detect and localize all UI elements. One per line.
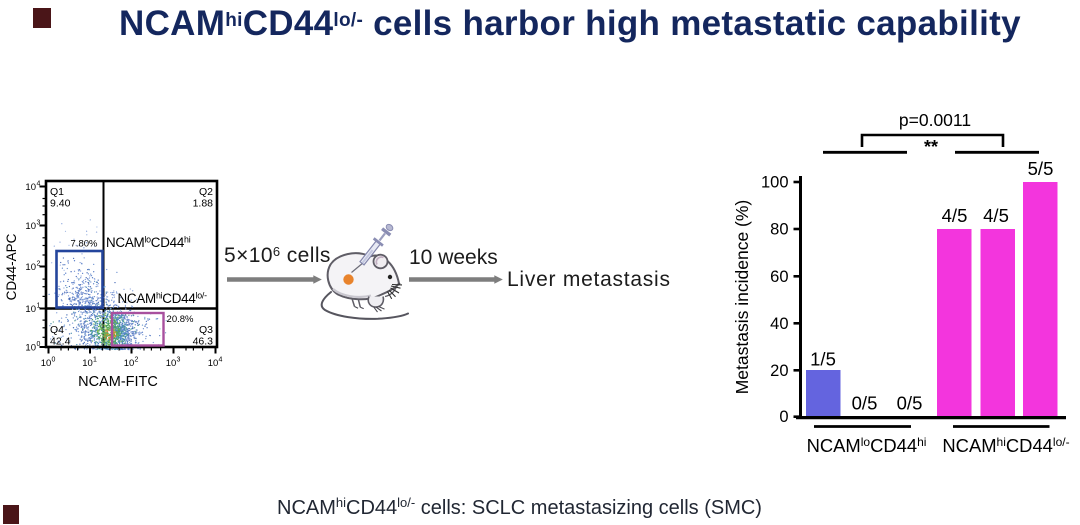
svg-text:10: 10 — [82, 358, 93, 369]
svg-text:Q1: Q1 — [50, 186, 64, 198]
svg-text:1.88: 1.88 — [193, 198, 214, 210]
svg-text:0/5: 0/5 — [897, 393, 923, 414]
svg-text:4/5: 4/5 — [942, 205, 968, 226]
svg-text:NCAMhiCD44lo/-: NCAMhiCD44lo/- — [118, 290, 208, 306]
svg-text:Metastasis incidence (%): Metastasis incidence (%) — [732, 200, 752, 395]
svg-text:NCAMloCD44hi: NCAMloCD44hi — [106, 234, 191, 250]
svg-text:20: 20 — [770, 362, 788, 380]
svg-text:60: 60 — [770, 268, 788, 286]
svg-text:1: 1 — [93, 357, 97, 364]
svg-text:10: 10 — [25, 262, 36, 273]
svg-text:NCAMloCD44hi: NCAMloCD44hi — [807, 435, 927, 456]
svg-text:2: 2 — [135, 357, 139, 364]
svg-text:NCAMhiCD44lo/-: NCAMhiCD44lo/- — [942, 435, 1069, 456]
svg-text:42.4: 42.4 — [50, 336, 71, 348]
svg-text:CD44-APC: CD44-APC — [4, 233, 19, 300]
svg-text:40: 40 — [770, 315, 788, 333]
svg-text:20.8%: 20.8% — [167, 314, 194, 325]
svg-text:Q3: Q3 — [199, 324, 213, 336]
svg-text:1/5: 1/5 — [810, 349, 836, 370]
svg-text:7.80%: 7.80% — [71, 239, 98, 250]
svg-text:46.3: 46.3 — [193, 336, 214, 348]
svg-text:4/5: 4/5 — [983, 205, 1009, 226]
svg-text:10: 10 — [25, 304, 36, 315]
svg-text:0: 0 — [779, 408, 788, 426]
svg-text:**: ** — [924, 137, 938, 157]
svg-text:3: 3 — [37, 220, 41, 227]
svg-text:4: 4 — [219, 357, 223, 364]
svg-text:10: 10 — [25, 221, 36, 232]
svg-text:0/5: 0/5 — [852, 393, 878, 414]
svg-text:9.40: 9.40 — [50, 198, 71, 210]
svg-text:100: 100 — [761, 174, 789, 192]
svg-text:10: 10 — [25, 182, 36, 193]
svg-text:3: 3 — [177, 357, 181, 364]
svg-text:0: 0 — [37, 341, 41, 348]
svg-text:Q2: Q2 — [199, 186, 213, 198]
svg-text:p=0.0011: p=0.0011 — [899, 110, 971, 130]
svg-text:10: 10 — [124, 358, 135, 369]
svg-text:2: 2 — [37, 261, 41, 268]
svg-text:4: 4 — [37, 181, 41, 188]
svg-text:10: 10 — [208, 358, 219, 369]
svg-text:Q4: Q4 — [50, 324, 64, 336]
svg-text:5/5: 5/5 — [1028, 158, 1054, 179]
svg-text:10: 10 — [25, 343, 36, 354]
svg-text:NCAM-FITC: NCAM-FITC — [78, 374, 158, 390]
svg-text:10: 10 — [41, 358, 52, 369]
svg-text:1: 1 — [37, 303, 41, 310]
svg-text:0: 0 — [52, 357, 56, 364]
svg-text:10: 10 — [166, 358, 177, 369]
svg-text:80: 80 — [770, 221, 788, 239]
